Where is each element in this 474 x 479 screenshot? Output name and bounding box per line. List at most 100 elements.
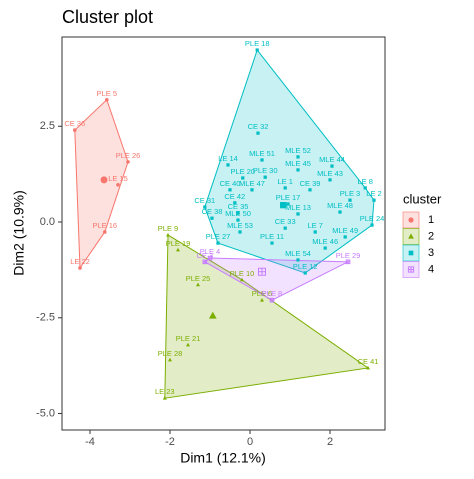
point bbox=[303, 271, 307, 275]
point bbox=[370, 223, 374, 227]
point-label: CE 42 bbox=[224, 192, 245, 201]
point bbox=[260, 158, 264, 162]
point-label: PLE 10 bbox=[230, 269, 255, 278]
point-label: LE 7 bbox=[307, 221, 322, 230]
point-label: MLE 46 bbox=[312, 237, 338, 246]
point bbox=[250, 188, 254, 192]
point bbox=[78, 266, 82, 270]
point-label: MLE 13 bbox=[285, 203, 311, 212]
y-tick-label: -2.5 bbox=[36, 312, 55, 324]
x-tick-label: 2 bbox=[327, 436, 333, 448]
point-label: MLE 51 bbox=[249, 149, 275, 158]
point-label: PLE 28 bbox=[158, 349, 183, 358]
point-label: LE 2 bbox=[366, 189, 381, 198]
point-label: MLE 50 bbox=[225, 209, 251, 218]
point bbox=[408, 250, 414, 256]
point bbox=[308, 188, 312, 192]
point-label: CE 32 bbox=[248, 122, 269, 131]
point-label: PLE 4 bbox=[200, 247, 220, 256]
point bbox=[236, 218, 240, 222]
point bbox=[228, 188, 232, 192]
point-label: MLE 53 bbox=[227, 221, 253, 230]
point-label: CE 40 bbox=[220, 179, 241, 188]
point bbox=[226, 163, 230, 167]
point bbox=[166, 232, 170, 237]
point-label: PLE 3 bbox=[340, 189, 360, 198]
point bbox=[210, 216, 214, 220]
point-label: CE 36 bbox=[64, 119, 85, 128]
point-label: PLE 20 bbox=[230, 167, 255, 176]
point-label: MLE 48 bbox=[327, 201, 353, 210]
point bbox=[241, 176, 245, 180]
chart-title: Cluster plot bbox=[62, 7, 153, 27]
x-tick-label: -2 bbox=[165, 436, 175, 448]
point bbox=[73, 128, 77, 132]
point bbox=[372, 198, 376, 202]
point bbox=[103, 230, 107, 234]
point-label: CE 3 bbox=[196, 251, 213, 260]
point bbox=[296, 212, 300, 216]
point bbox=[208, 311, 217, 319]
legend-label: 3 bbox=[428, 247, 434, 259]
point bbox=[236, 211, 240, 215]
point-label: MLE 47 bbox=[239, 179, 265, 188]
point-label: LE 1 bbox=[277, 177, 292, 186]
point bbox=[126, 160, 130, 164]
point bbox=[343, 235, 347, 239]
point-label: LE 22 bbox=[70, 257, 90, 266]
point-label: MLE 52 bbox=[285, 146, 311, 155]
point-label: PLE 16 bbox=[92, 221, 117, 230]
x-axis-label: Dim1 (12.1%) bbox=[180, 450, 266, 466]
point bbox=[345, 259, 351, 265]
point bbox=[348, 198, 352, 202]
point bbox=[330, 164, 334, 168]
point-label: CE 35 bbox=[228, 202, 249, 211]
point-label: MLE 49 bbox=[332, 226, 358, 235]
point bbox=[255, 48, 259, 52]
point-label: PLE 8 bbox=[262, 289, 282, 298]
point bbox=[283, 186, 287, 190]
legend-label: 1 bbox=[428, 214, 434, 226]
point bbox=[366, 365, 370, 370]
point-label: PLE 18 bbox=[245, 39, 270, 48]
point-label: MLE 44 bbox=[319, 155, 345, 164]
point-label: MLE 45 bbox=[285, 159, 311, 168]
point-label: PLE 24 bbox=[360, 214, 385, 223]
point bbox=[280, 202, 287, 209]
point-label: PLE 5 bbox=[97, 89, 117, 98]
y-axis-label: Dim2 (10.9%) bbox=[11, 190, 27, 276]
point bbox=[176, 247, 180, 252]
point-label: PLE 26 bbox=[116, 151, 141, 160]
point bbox=[105, 98, 109, 102]
point-label: MLE 43 bbox=[317, 169, 343, 178]
point-label: LE 23 bbox=[155, 387, 175, 396]
point bbox=[233, 201, 237, 205]
point-label: PLE 25 bbox=[186, 274, 211, 283]
point-label: PLE 17 bbox=[276, 193, 301, 202]
point-label: PLE 29 bbox=[336, 251, 361, 260]
point bbox=[408, 217, 414, 223]
point bbox=[296, 168, 300, 172]
point-label: PLE 27 bbox=[206, 232, 231, 241]
legend-title: cluster bbox=[403, 191, 442, 206]
legend-label: 2 bbox=[428, 230, 434, 242]
point bbox=[408, 233, 414, 239]
point bbox=[323, 246, 327, 250]
point bbox=[168, 357, 172, 362]
point-label: PLE 9 bbox=[158, 224, 178, 233]
point-label: PLE 19 bbox=[166, 239, 191, 248]
point bbox=[407, 266, 415, 273]
point bbox=[296, 258, 300, 262]
panel-border bbox=[61, 36, 386, 431]
point bbox=[203, 205, 207, 209]
x-tick-label: -4 bbox=[85, 436, 95, 448]
point bbox=[216, 241, 220, 245]
point bbox=[328, 178, 332, 182]
y-tick-label: 2.5 bbox=[40, 120, 55, 132]
point-label: LE 14 bbox=[218, 154, 238, 163]
point bbox=[269, 297, 275, 303]
point-label: CE 39 bbox=[300, 179, 321, 188]
cluster-hull bbox=[204, 48, 375, 274]
point-label: PLE 11 bbox=[260, 232, 284, 241]
